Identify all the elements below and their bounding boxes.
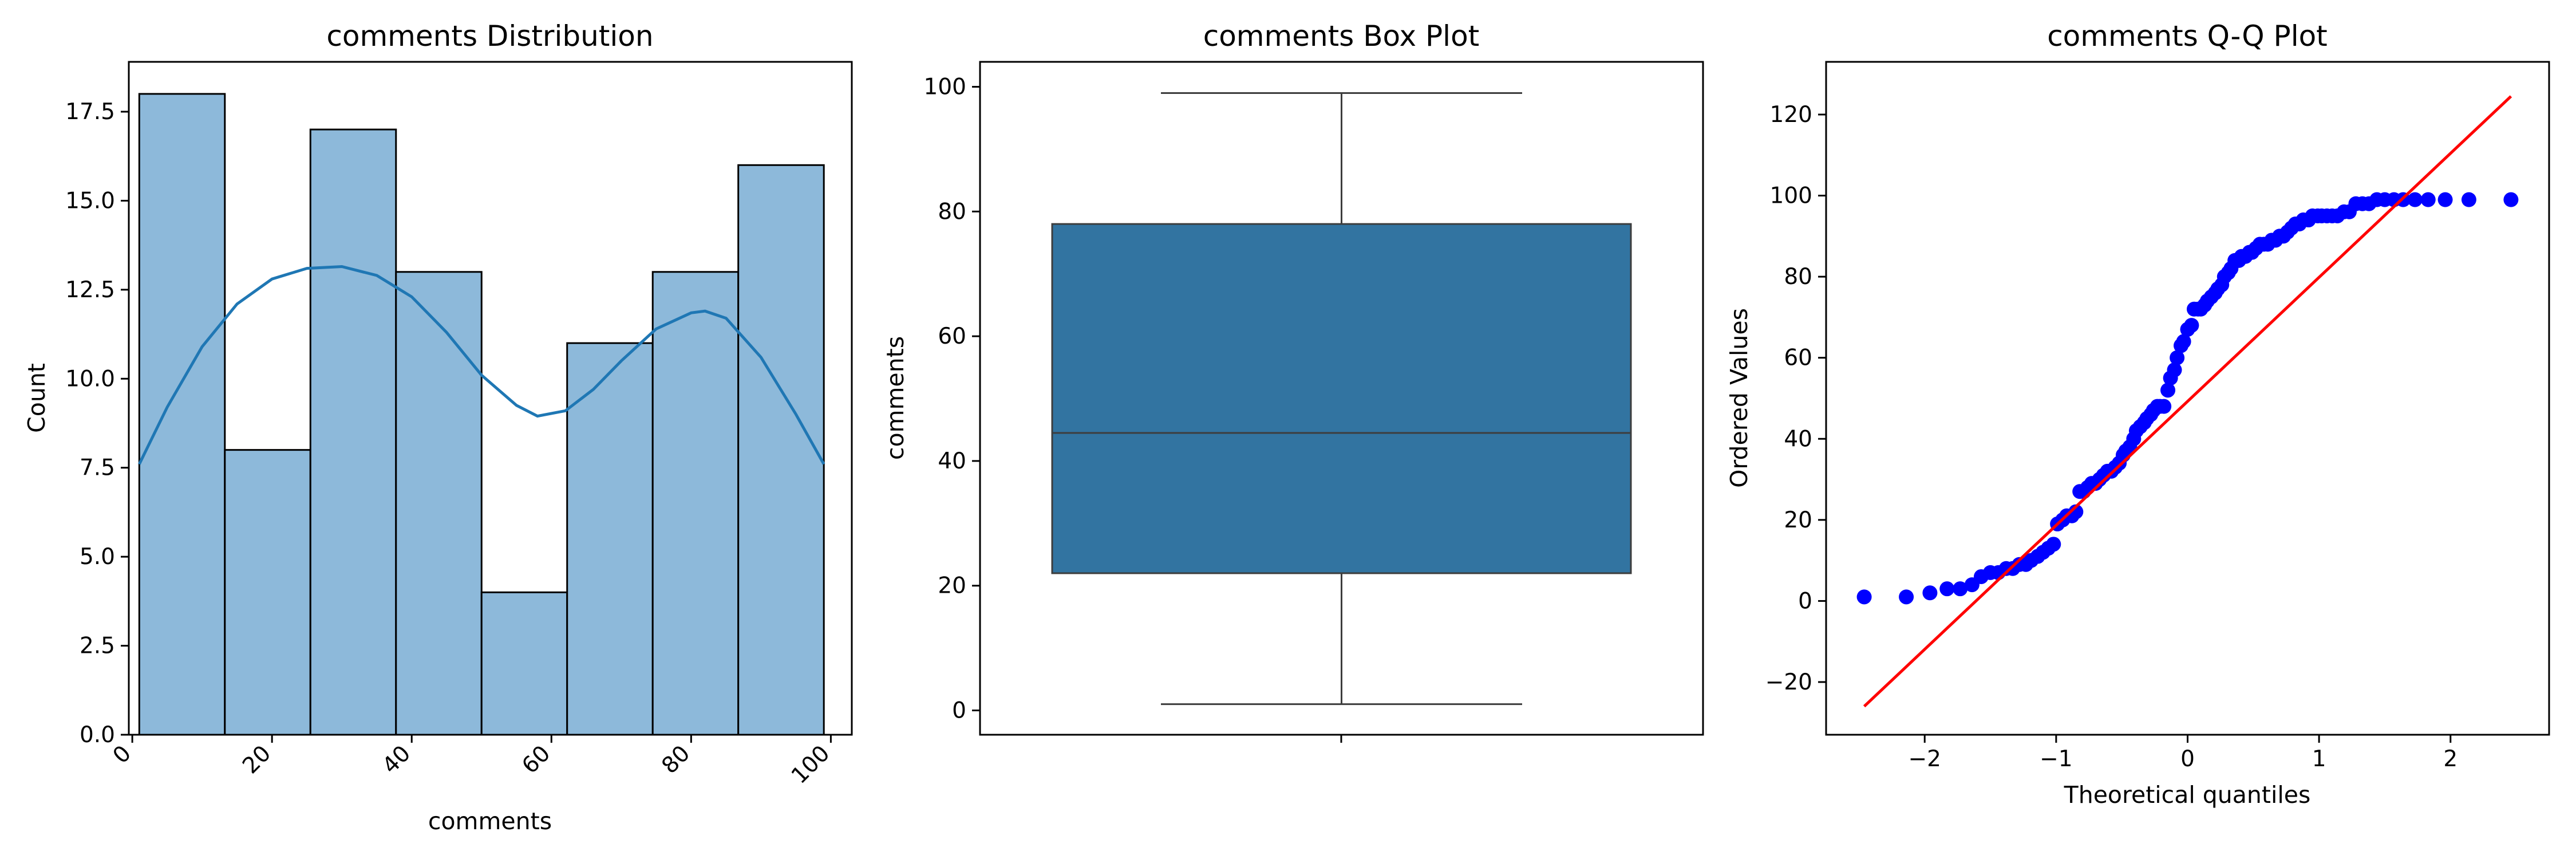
y-tick-label: 100	[1770, 183, 1812, 209]
x-tick-label: −2	[1908, 746, 1941, 772]
boxplot-title: comments Box Plot	[1203, 19, 1480, 53]
y-tick-label: −20	[1765, 669, 1812, 695]
qq-title: comments Q-Q Plot	[2047, 19, 2328, 53]
qq-y-ticks: −20 0 20 40 60 80 100 120	[1765, 102, 1826, 695]
boxplot-plot-area	[1051, 92, 1632, 706]
qq-panel: −2 −1 0 1 2 −20 0 20 40 60 80 100 120 comments Q-Q …	[1725, 19, 2550, 809]
qq-point	[2407, 192, 2423, 207]
boxplot-y-axis-label: comments	[882, 336, 909, 460]
histogram-bar	[480, 591, 568, 736]
y-tick-label: 60	[1784, 345, 1812, 371]
x-tick-label: 20	[238, 740, 276, 779]
y-tick-label: 0	[952, 698, 966, 724]
histogram-bar	[224, 449, 311, 736]
qq-point	[2156, 399, 2172, 414]
qq-point	[2176, 334, 2191, 349]
histogram-bar	[138, 93, 226, 736]
y-tick-label: 20	[938, 573, 966, 599]
y-tick-label: 7.5	[80, 455, 115, 481]
histogram-bar	[309, 128, 397, 736]
qq-point	[2160, 383, 2176, 398]
y-tick-label: 2.5	[80, 633, 115, 659]
histogram-x-ticks: 0 20 40 60 80 100	[108, 735, 835, 789]
qq-point	[1953, 581, 1968, 597]
qq-point	[2068, 504, 2084, 519]
histogram-bar	[651, 271, 740, 736]
x-tick-label: 2	[2443, 746, 2458, 772]
boxplot-y-ticks: 0 20 40 60 80 100	[924, 74, 980, 724]
histogram-x-axis-label: comments	[428, 807, 552, 835]
x-tick-label: 40	[377, 740, 416, 779]
x-tick-label: 60	[517, 740, 555, 779]
y-tick-label: 0	[1798, 588, 1812, 614]
y-tick-label: 20	[1784, 507, 1812, 533]
qq-point	[2184, 318, 2199, 333]
histogram-plot-area	[138, 93, 825, 736]
kde-curve	[138, 265, 825, 465]
y-tick-label: 10.0	[65, 366, 115, 392]
qq-point	[2046, 537, 2061, 552]
histogram-title: comments Distribution	[326, 19, 653, 53]
histogram-bar	[395, 271, 483, 736]
x-tick-label: 100	[787, 740, 835, 789]
y-tick-label: 80	[1784, 264, 1812, 290]
qq-point	[1922, 585, 1938, 601]
x-tick-label: 0	[2180, 746, 2195, 772]
qq-point	[1856, 589, 1872, 605]
y-tick-label: 40	[1784, 426, 1812, 452]
qq-fit-line	[1863, 95, 2512, 708]
iqr-box	[1051, 223, 1632, 574]
y-tick-label: 80	[938, 199, 966, 224]
qq-point	[2420, 192, 2436, 207]
qq-point	[2437, 192, 2453, 207]
histogram-panel: 0 20 40 60 80 100 0.02.55.07.510.012.515.017.…	[23, 19, 853, 835]
y-tick-label: 40	[938, 448, 966, 474]
y-tick-label: 17.5	[65, 99, 115, 125]
qq-plot-area	[1856, 95, 2519, 708]
y-tick-label: 100	[924, 74, 966, 100]
y-tick-label: 120	[1770, 102, 1812, 128]
histogram-y-ticks: 0.0 2.5 5.0 7.5 10.0 12.5 15.0 17.5	[65, 99, 129, 748]
qq-x-axis-label: Theoretical quantiles	[2064, 781, 2311, 809]
y-tick-label: 15.0	[65, 188, 115, 214]
y-tick-label: 0.0	[80, 722, 115, 748]
qq-point	[1939, 581, 1955, 597]
qq-point	[2170, 350, 2185, 365]
histogram-bar	[737, 164, 825, 736]
histogram-bar	[566, 342, 654, 736]
x-tick-label: 1	[2312, 746, 2326, 772]
qq-point	[2461, 192, 2476, 207]
histogram-axes-frame	[128, 61, 853, 736]
qq-y-axis-label: Ordered Values	[1725, 308, 1753, 488]
x-tick-label: −1	[2040, 746, 2073, 772]
y-tick-label: 60	[938, 324, 966, 349]
qq-point	[1899, 589, 1914, 605]
x-tick-label: 80	[657, 740, 695, 779]
qq-point	[2167, 362, 2182, 377]
y-tick-label: 12.5	[65, 277, 115, 303]
boxplot-panel: 0 20 40 60 80 100 comments Box Plot comments	[882, 19, 1704, 743]
y-tick-label: 5.0	[80, 544, 115, 570]
histogram-y-axis-label: Count	[23, 363, 50, 433]
qq-x-ticks: −2 −1 0 1 2	[1908, 735, 2458, 772]
qq-point	[2503, 192, 2519, 207]
